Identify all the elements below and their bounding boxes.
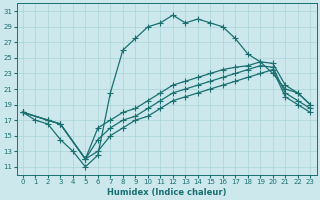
X-axis label: Humidex (Indice chaleur): Humidex (Indice chaleur): [107, 188, 226, 197]
